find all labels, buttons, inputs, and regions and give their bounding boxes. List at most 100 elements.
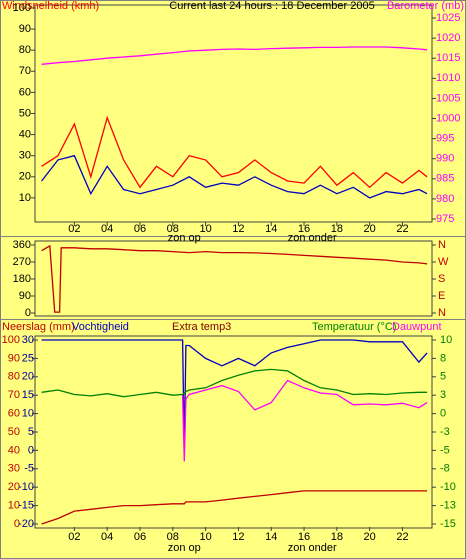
annotation: zon op (168, 542, 201, 554)
y-tick-label: N (438, 239, 446, 251)
y-tick-label: 1010 (436, 72, 460, 84)
x-tick-label: 08 (167, 531, 179, 543)
x-tick-label: 14 (265, 531, 277, 543)
y-tick-label: 20 (22, 371, 34, 383)
y-tick-label: 15 (22, 389, 34, 401)
series-line (41, 244, 428, 313)
y-tick-label: 80 (8, 371, 20, 383)
series-line (41, 368, 428, 398)
y-tick-label: 90 (19, 23, 31, 35)
annotation: zon onder (288, 232, 337, 244)
y-tick-label: W (438, 256, 449, 268)
x-tick-label: 16 (298, 531, 310, 543)
y-tick-label: 5 (440, 371, 446, 383)
y-tick-label: 995 (436, 133, 454, 145)
y3-axis-label: Extra temp3 (172, 321, 231, 333)
y-tick-label: 30 (19, 150, 31, 162)
chart-title: Current last 24 hours : 18 December 2005 (169, 0, 374, 12)
y-tick-label: S (438, 273, 445, 285)
y-tick-label: 30 (22, 334, 34, 346)
y-tick-label: 3 (440, 389, 446, 401)
y-tick-label: 100 (2, 334, 20, 346)
y-tick-label: 80 (19, 44, 31, 56)
y-tick-label: 90 (19, 290, 31, 302)
y-tick-label: 1000 (436, 112, 460, 124)
legend-label: Temperatuur (°C) (312, 321, 396, 333)
y-tick-label: -8 (440, 463, 450, 475)
y-tick-label: 0 (28, 444, 34, 456)
series-line (181, 379, 428, 462)
y-tick-label: -5 (24, 463, 34, 475)
x-tick-label: 20 (364, 223, 376, 235)
y-tick-label: 25 (22, 352, 34, 364)
y-tick-label: 5 (28, 426, 34, 438)
y2-axis-label: Barometer (mb) (387, 0, 464, 12)
x-tick-label: 02 (68, 223, 80, 235)
x-tick-label: 18 (331, 223, 343, 235)
y-tick-label: 60 (8, 408, 20, 420)
y-tick-label: 30 (8, 463, 20, 475)
x-tick-label: 06 (134, 531, 146, 543)
x-tick-label: 22 (396, 223, 408, 235)
series-line (41, 115, 428, 189)
y-tick-label: 50 (19, 107, 31, 119)
y-tick-label: 975 (436, 213, 454, 225)
y-tick-label: -10 (18, 481, 34, 493)
y-tick-label: -15 (18, 500, 34, 512)
series-line (41, 154, 428, 199)
y-tick-label: 100 (13, 2, 31, 14)
y-tick-label: 40 (8, 444, 20, 456)
legend-label: Neerslag (mm) (2, 321, 75, 333)
y-tick-label: E (438, 290, 445, 302)
y-tick-label: 270 (13, 256, 31, 268)
y-tick-label: N (438, 307, 446, 319)
x-tick-label: 04 (101, 223, 113, 235)
x-tick-label: 02 (68, 531, 80, 543)
x-tick-label: 22 (396, 531, 408, 543)
y-tick-label: 70 (8, 389, 20, 401)
y-tick-label: 360 (13, 239, 31, 251)
y-tick-label: 8 (440, 352, 446, 364)
y-tick-label: 20 (19, 171, 31, 183)
y-tick-label: 1005 (436, 92, 460, 104)
x-tick-label: 12 (232, 531, 244, 543)
y-tick-label: 0 (440, 408, 446, 420)
y-tick-label: 10 (440, 334, 452, 346)
y-tick-label: 70 (19, 65, 31, 77)
y-tick-label: -15 (440, 518, 456, 530)
y-tick-label: 1020 (436, 32, 460, 44)
y-tick-label: 180 (13, 273, 31, 285)
x-tick-label: 20 (364, 531, 376, 543)
y-tick-label: 50 (8, 426, 20, 438)
y-tick-label: 90 (8, 352, 20, 364)
y-tick-label: 20 (8, 481, 20, 493)
x-tick-label: 10 (199, 531, 211, 543)
y-tick-label: 0 (25, 307, 31, 319)
series-line (41, 46, 428, 65)
y-tick-label: -5 (440, 444, 450, 456)
y-tick-label: 60 (19, 86, 31, 98)
y-tick-label: 40 (19, 129, 31, 141)
y-tick-label: 10 (19, 192, 31, 204)
y-tick-label: 1025 (436, 12, 460, 24)
legend-label: Dauwpunt (392, 321, 442, 333)
x-tick-label: 18 (331, 531, 343, 543)
y-tick-label: 0 (14, 518, 20, 530)
x-tick-label: 08 (167, 223, 179, 235)
y-tick-label: 10 (22, 408, 34, 420)
y-tick-label: -10 (440, 481, 456, 493)
annotation: zon op (168, 232, 201, 244)
series-line (41, 339, 428, 451)
y-tick-label: -20 (18, 518, 34, 530)
y-tick-label: 1015 (436, 52, 460, 64)
y-tick-label: 980 (436, 193, 454, 205)
y-tick-label: -13 (440, 500, 456, 512)
x-tick-label: 06 (134, 223, 146, 235)
x-tick-label: 16 (298, 223, 310, 235)
legend-label: Vochtigheid (72, 321, 129, 333)
x-tick-label: 04 (101, 531, 113, 543)
y-tick-label: 990 (436, 153, 454, 165)
x-tick-label: 12 (232, 223, 244, 235)
